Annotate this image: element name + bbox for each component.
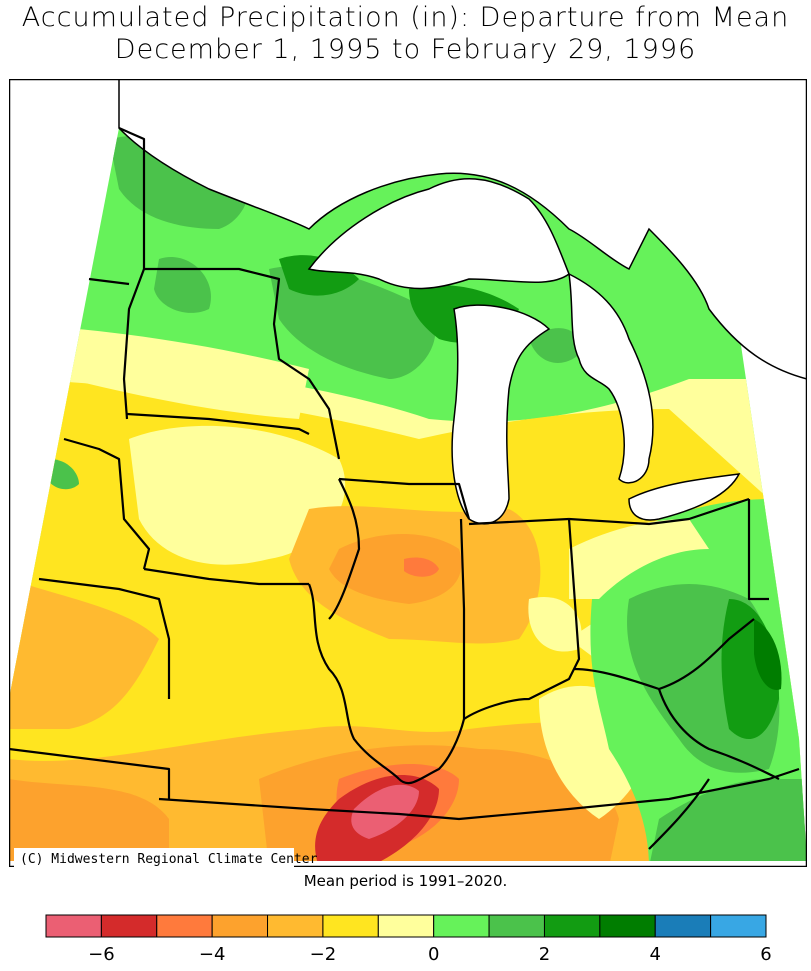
legend-swatch (211, 914, 269, 938)
legend-swatch (599, 914, 656, 938)
state-boundaries (8, 126, 800, 850)
legend-tick-label: 2 (539, 944, 550, 965)
precipitation-departure-map: (C) Midwestern Regional Climate Center (8, 78, 808, 868)
legend-swatch (543, 914, 601, 938)
legend-tick-label: 6 (760, 944, 771, 965)
legend-bins (45, 914, 767, 938)
credit-text: (C) Midwestern Regional Climate Center (20, 852, 318, 867)
legend-tick-label: −2 (310, 944, 337, 965)
legend-tick-label: 0 (428, 944, 439, 965)
legend-swatch (654, 914, 712, 938)
map-title-line-2: December 1, 1995 to February 29, 1996 (114, 34, 697, 65)
color-legend: −6 −4 −2 0 2 4 6 (0, 905, 811, 967)
legend-swatch (267, 914, 324, 938)
mean-period-note: Mean period is 1991–2020. (303, 872, 508, 890)
credit-box: (C) Midwestern Regional Climate Center (14, 848, 318, 868)
legend-tick-label: −4 (199, 944, 226, 965)
legend-ticks: −6 −4 −2 0 2 4 6 (88, 944, 772, 965)
legend-swatch (488, 914, 545, 938)
legend-swatch (100, 914, 158, 938)
map-frame (8, 78, 808, 868)
legend-swatch (433, 914, 490, 938)
legend-swatch (710, 914, 767, 938)
legend-swatch (322, 914, 379, 938)
legend-swatch (377, 914, 435, 938)
legend-tick-label: −6 (88, 944, 115, 965)
legend-tick-label: 4 (650, 944, 661, 965)
legend-swatch (45, 914, 102, 938)
great-lakes (118, 78, 808, 525)
map-title-line-1: Accumulated Precipitation (in): Departur… (21, 2, 790, 33)
legend-swatch (156, 914, 213, 938)
